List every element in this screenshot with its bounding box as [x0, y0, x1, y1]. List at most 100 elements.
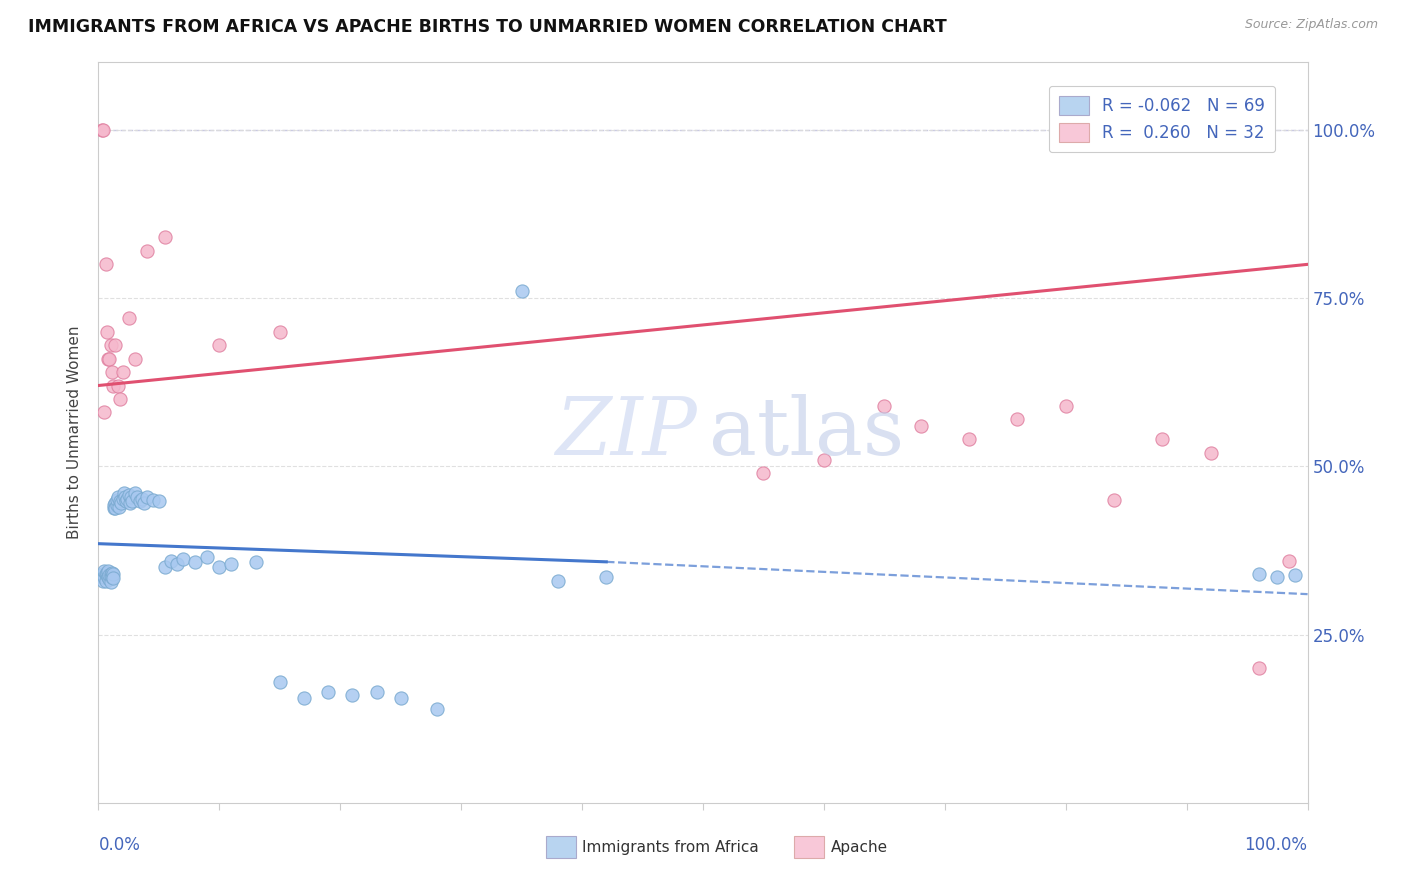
Point [1267, 570, 1289, 584]
Point [105, 492, 128, 507]
Point [115, 494, 138, 508]
Point [1102, 492, 1125, 507]
Point [100, 569, 122, 583]
Point [813, 452, 835, 467]
Point [166, 557, 188, 571]
Point [104, 501, 127, 516]
FancyBboxPatch shape [546, 836, 576, 858]
Point [1152, 433, 1174, 447]
Point [108, 392, 131, 406]
Y-axis label: Births to Unmarried Women: Births to Unmarried Women [67, 326, 83, 540]
Point [98, 568, 121, 582]
Point [547, 574, 569, 588]
Point [100, 566, 122, 580]
Point [1249, 661, 1271, 675]
Point [184, 555, 207, 569]
Point [195, 550, 218, 565]
FancyBboxPatch shape [793, 836, 824, 858]
Point [104, 338, 127, 352]
Point [91, 122, 114, 136]
Point [120, 490, 142, 504]
Point [94, 566, 117, 581]
Point [1284, 568, 1306, 582]
Point [93, 564, 115, 578]
Point [101, 566, 124, 581]
Point [1249, 566, 1271, 581]
Point [91, 570, 114, 584]
Point [1007, 412, 1029, 426]
Point [873, 399, 896, 413]
Point [208, 560, 231, 574]
Point [366, 685, 388, 699]
Point [104, 495, 127, 509]
Point [91, 122, 114, 136]
Point [96, 568, 118, 582]
Text: Apache: Apache [831, 839, 889, 855]
Point [342, 688, 364, 702]
Point [93, 405, 115, 419]
Legend: R = -0.062   N = 69, R =  0.260   N = 32: R = -0.062 N = 69, R = 0.260 N = 32 [1049, 86, 1275, 153]
Point [100, 575, 122, 590]
Point [118, 487, 141, 501]
Point [91, 566, 114, 581]
Point [221, 557, 243, 571]
Point [957, 433, 980, 447]
Point [110, 496, 132, 510]
Point [107, 378, 129, 392]
Point [96, 566, 118, 580]
Point [134, 495, 156, 509]
Point [389, 691, 412, 706]
Point [292, 691, 315, 706]
Point [97, 564, 120, 578]
Point [160, 553, 183, 567]
Point [100, 570, 122, 584]
Point [103, 498, 125, 512]
Point [97, 569, 120, 583]
Text: atlas: atlas [709, 393, 904, 472]
Text: 100.0%: 100.0% [1244, 836, 1308, 855]
Point [121, 494, 143, 508]
Point [112, 486, 135, 500]
Point [111, 491, 134, 506]
Point [105, 498, 128, 512]
Point [96, 325, 118, 339]
Point [135, 490, 157, 504]
Point [111, 365, 134, 379]
Point [101, 571, 124, 585]
Point [103, 501, 125, 516]
Point [91, 574, 114, 588]
Point [1199, 446, 1222, 460]
Point [128, 494, 150, 508]
Point [118, 496, 141, 510]
Text: ZIP: ZIP [555, 394, 697, 471]
Point [142, 492, 165, 507]
Text: 0.0%: 0.0% [98, 836, 141, 855]
Point [98, 572, 121, 586]
Point [510, 285, 533, 299]
Point [135, 244, 157, 258]
Point [1278, 553, 1301, 567]
Point [269, 325, 291, 339]
Point [124, 486, 146, 500]
Point [127, 490, 149, 504]
Point [131, 491, 153, 506]
Text: IMMIGRANTS FROM AFRICA VS APACHE BIRTHS TO UNMARRIED WOMEN CORRELATION CHART: IMMIGRANTS FROM AFRICA VS APACHE BIRTHS … [28, 18, 946, 36]
Point [118, 311, 141, 326]
Point [124, 351, 146, 366]
Point [114, 490, 136, 504]
Point [245, 555, 267, 569]
Point [100, 338, 122, 352]
Point [100, 365, 122, 379]
Point [426, 701, 449, 715]
Point [316, 685, 339, 699]
Point [910, 418, 932, 433]
Point [108, 494, 131, 508]
Text: Source: ZipAtlas.com: Source: ZipAtlas.com [1244, 18, 1378, 31]
Point [595, 570, 617, 584]
Point [97, 351, 120, 366]
Point [153, 560, 176, 574]
Point [752, 466, 775, 480]
Point [153, 230, 176, 244]
Point [208, 338, 231, 352]
Point [108, 500, 131, 514]
